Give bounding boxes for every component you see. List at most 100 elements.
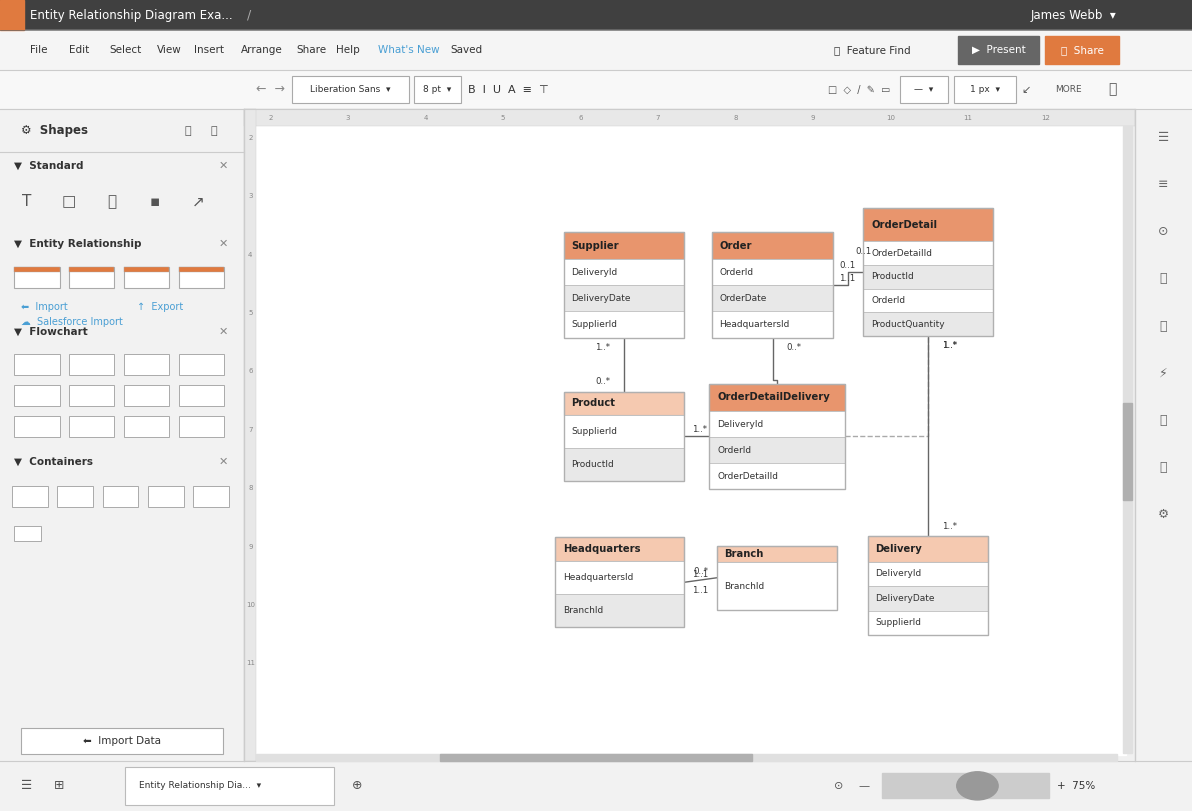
Text: 🔍: 🔍 xyxy=(211,126,218,135)
Text: 🖼: 🖼 xyxy=(185,126,192,135)
Text: B  I  U  A  ≡  ⊤: B I U A ≡ ⊤ xyxy=(468,84,550,95)
Text: James Webb  ▾: James Webb ▾ xyxy=(1031,8,1117,22)
Text: ⬅  Import: ⬅ Import xyxy=(21,303,68,312)
Bar xyxy=(555,538,684,560)
Bar xyxy=(958,36,1039,64)
Text: 2: 2 xyxy=(268,114,273,121)
Text: 🔭  Feature Find: 🔭 Feature Find xyxy=(834,45,911,55)
Text: □: □ xyxy=(62,195,76,209)
Bar xyxy=(69,267,114,272)
Text: 📚: 📚 xyxy=(1160,320,1167,333)
Bar xyxy=(564,448,684,481)
Text: Supplier: Supplier xyxy=(571,241,619,251)
Text: 5: 5 xyxy=(248,310,253,316)
Bar xyxy=(14,416,60,437)
Bar xyxy=(713,311,833,337)
Text: ⊙: ⊙ xyxy=(834,781,844,791)
Text: What's New: What's New xyxy=(378,45,440,55)
Bar xyxy=(863,265,993,289)
Text: Select: Select xyxy=(110,45,142,55)
Text: Headquarters: Headquarters xyxy=(563,544,640,554)
Text: BranchId: BranchId xyxy=(724,581,764,590)
Bar xyxy=(414,76,461,103)
Text: ProductQuantity: ProductQuantity xyxy=(871,320,945,328)
Text: ▼  Containers: ▼ Containers xyxy=(14,457,93,466)
Bar xyxy=(564,285,684,311)
Text: 7: 7 xyxy=(248,427,253,433)
Bar xyxy=(179,267,224,288)
Text: Share: Share xyxy=(297,45,327,55)
Text: 11: 11 xyxy=(963,114,973,121)
Text: ✕: ✕ xyxy=(218,327,228,337)
Text: 3: 3 xyxy=(248,193,253,200)
Text: 4: 4 xyxy=(248,251,253,258)
Text: 0..1: 0..1 xyxy=(840,261,856,270)
Text: 9: 9 xyxy=(248,543,253,550)
Text: 6: 6 xyxy=(248,368,253,375)
Text: DeliveryId: DeliveryId xyxy=(718,419,764,428)
Bar xyxy=(124,354,169,375)
Text: ⊕: ⊕ xyxy=(352,779,362,792)
Bar xyxy=(69,267,114,288)
Text: 1..*: 1..* xyxy=(942,341,957,350)
Bar xyxy=(555,560,684,594)
Text: 1..1: 1..1 xyxy=(691,569,708,579)
Text: ✕: ✕ xyxy=(218,239,228,249)
Bar xyxy=(124,267,169,288)
Bar xyxy=(179,267,224,272)
Text: ⬜: ⬜ xyxy=(107,195,117,209)
Bar xyxy=(0,761,1192,811)
Text: SupplierId: SupplierId xyxy=(571,320,617,329)
Bar xyxy=(713,285,833,311)
Text: ▼  Flowchart: ▼ Flowchart xyxy=(14,327,88,337)
Text: File: File xyxy=(30,45,48,55)
Text: 1..*: 1..* xyxy=(942,521,957,530)
Bar xyxy=(709,411,845,437)
Text: 0..1: 0..1 xyxy=(856,247,871,256)
Bar xyxy=(124,385,169,406)
Bar xyxy=(709,463,845,489)
Text: Help: Help xyxy=(336,45,360,55)
Bar xyxy=(868,611,988,635)
Text: View: View xyxy=(157,45,182,55)
Text: Product: Product xyxy=(571,398,615,408)
Bar xyxy=(14,385,60,406)
Text: 🕐: 🕐 xyxy=(1160,272,1167,285)
Bar xyxy=(882,774,1049,798)
Bar xyxy=(716,563,837,610)
Text: DeliveryDate: DeliveryDate xyxy=(875,594,935,603)
Text: 11: 11 xyxy=(246,660,255,667)
Bar xyxy=(863,208,993,241)
Text: 8: 8 xyxy=(733,114,738,121)
Bar xyxy=(193,486,229,507)
Bar xyxy=(0,30,1192,70)
Text: 1..*: 1..* xyxy=(595,343,610,352)
Text: Order: Order xyxy=(720,241,752,251)
Bar xyxy=(863,241,993,265)
Text: 🎨: 🎨 xyxy=(1160,461,1167,474)
Bar xyxy=(253,115,1126,755)
Bar xyxy=(21,728,223,754)
Text: Arrange: Arrange xyxy=(241,45,283,55)
Text: ☰: ☰ xyxy=(21,779,32,792)
Text: DeliveryId: DeliveryId xyxy=(571,268,617,277)
Bar xyxy=(0,109,244,152)
Text: /: / xyxy=(247,8,252,22)
Text: OrderDetailDelivery: OrderDetailDelivery xyxy=(718,393,830,402)
Text: BranchId: BranchId xyxy=(563,606,603,615)
Bar xyxy=(863,208,993,336)
Text: 6: 6 xyxy=(578,114,583,121)
Bar xyxy=(0,0,1192,30)
Text: ⚙  Shapes: ⚙ Shapes xyxy=(21,124,88,137)
Text: Insert: Insert xyxy=(194,45,224,55)
Bar xyxy=(716,546,837,610)
Bar xyxy=(244,109,1135,761)
Bar xyxy=(900,76,948,103)
Bar xyxy=(713,232,833,337)
Text: ⚙: ⚙ xyxy=(1157,508,1169,521)
Bar xyxy=(244,109,256,761)
Text: 2: 2 xyxy=(248,135,253,141)
Text: +  75%: + 75% xyxy=(1057,781,1095,791)
Bar xyxy=(124,267,169,272)
Text: 1..*: 1..* xyxy=(693,426,707,435)
